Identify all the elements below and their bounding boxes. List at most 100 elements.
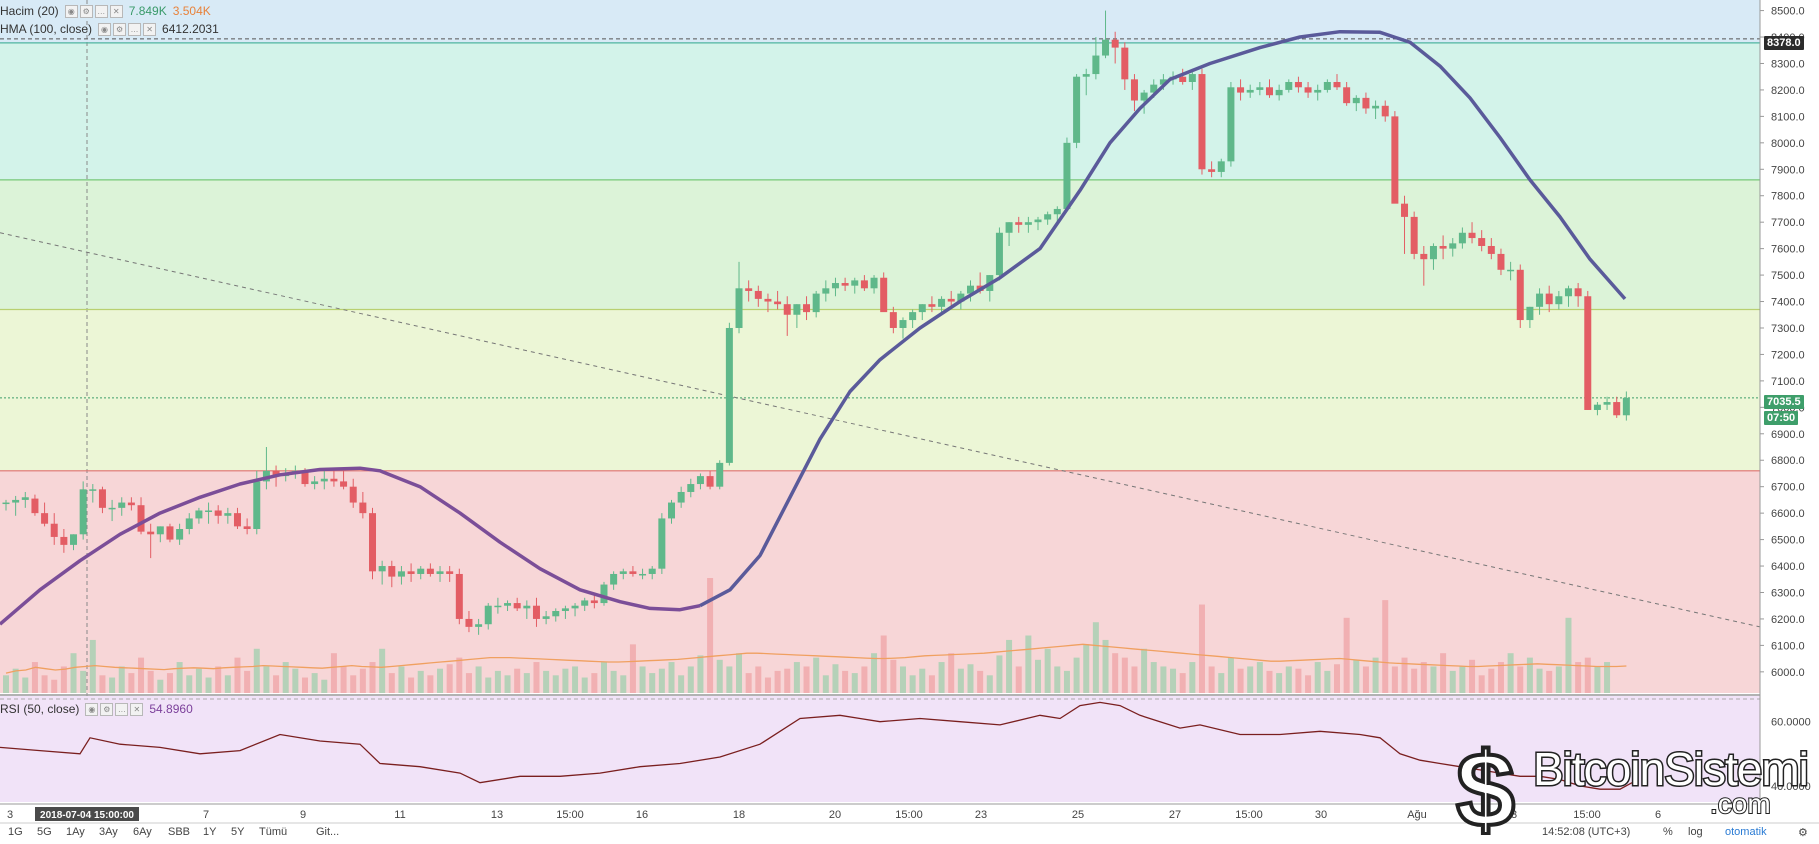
candle-body [995, 232, 1003, 276]
volume-bar [244, 670, 251, 693]
percent-toggle[interactable]: % [1663, 826, 1673, 838]
more-icon[interactable]: … [128, 22, 142, 36]
log-toggle[interactable]: log [1688, 826, 1703, 838]
eye-icon[interactable]: ◉ [98, 22, 112, 36]
volume-bar [3, 675, 9, 693]
volume-bar [1565, 617, 1572, 693]
range-1g[interactable]: 1G [8, 826, 23, 838]
volume-bar [832, 664, 839, 693]
volume-bar [195, 668, 202, 693]
price-tick-label: 6700.0 [1771, 482, 1805, 494]
candle-body [1478, 238, 1486, 246]
candle-body [870, 277, 878, 289]
volume-bar [1266, 670, 1273, 693]
range-3ay[interactable]: 3Ay [99, 826, 118, 838]
volume-bar [1189, 662, 1196, 693]
settings-gear-icon[interactable]: ⚙ [1798, 827, 1808, 839]
candle-body [137, 505, 145, 532]
candle-body [1468, 232, 1476, 239]
range-1ay[interactable]: 1Ay [66, 826, 85, 838]
rsi-legend[interactable]: RSI (50, close) ◉ ⚙ … ✕ 54.8960 [0, 700, 193, 718]
volume-bar [1459, 666, 1466, 693]
volume-bar [70, 653, 77, 693]
time-tick-label: 15:00 [1235, 809, 1263, 821]
candle-body [1381, 105, 1389, 117]
candle-body [1323, 81, 1331, 90]
volume-bar [350, 675, 357, 693]
volume-bar [678, 675, 685, 693]
volume-legend-controls[interactable]: ◉ ⚙ … ✕ [64, 4, 123, 18]
range-5g[interactable]: 5G [37, 826, 52, 838]
range-sbb[interactable]: SBB [168, 826, 191, 838]
candle-body [166, 526, 174, 540]
candle-body [1044, 214, 1052, 220]
watermark-tld-outline: .com [1709, 787, 1772, 820]
volume-bar [1285, 666, 1292, 693]
range-5y[interactable]: 5Y [231, 826, 245, 838]
candle-body [504, 603, 512, 606]
candle-body [1555, 296, 1563, 305]
goto-button[interactable]: Git... [316, 826, 340, 838]
volume-bar [80, 670, 87, 693]
more-icon[interactable]: … [115, 702, 129, 716]
candle-body [1256, 87, 1264, 90]
volume-bar [755, 666, 762, 693]
candle-body [590, 600, 598, 604]
eye-icon[interactable]: ◉ [64, 4, 78, 18]
candle-body [1574, 288, 1582, 297]
range-1y[interactable]: 1Y [203, 826, 217, 838]
price-tick-label: 7700.0 [1771, 217, 1805, 229]
volume-bar [157, 679, 164, 693]
volume-bar [1035, 659, 1042, 693]
volume-bar [1247, 666, 1254, 693]
candle-body [465, 618, 473, 627]
hma-line [699, 29, 1627, 608]
volume-bar [716, 659, 723, 693]
time-tick-label: 30 [1315, 809, 1327, 821]
candle-body [1053, 208, 1061, 215]
volume-bar [456, 657, 463, 693]
candle-body [745, 288, 753, 291]
candle-body [1372, 105, 1380, 109]
candle-body [224, 513, 232, 516]
volume-legend[interactable]: Hacim (20) ◉ ⚙ … ✕ 7.849K 3.504K [0, 2, 211, 20]
volume-bar [485, 677, 492, 693]
candle-body [243, 526, 251, 530]
range-6ay[interactable]: 6Ay [133, 826, 152, 838]
countdown-badge: 07:50 [1764, 411, 1799, 425]
volume-up-value: 7.849K [128, 4, 167, 18]
candle-body [407, 571, 415, 574]
volume-bar [1517, 666, 1524, 693]
candle-body [185, 518, 193, 530]
hma-legend-controls[interactable]: ◉ ⚙ … ✕ [98, 22, 157, 36]
range-all[interactable]: Tümü [259, 826, 288, 838]
candle-body [1343, 87, 1351, 104]
volume-bar [1256, 662, 1263, 693]
price-zone-4 [0, 470, 1760, 693]
time-tick-label: 11 [394, 809, 405, 821]
settings-icon[interactable]: ⚙ [100, 702, 114, 716]
close-icon[interactable]: ✕ [143, 22, 157, 36]
close-icon[interactable]: ✕ [109, 4, 123, 18]
candle-body [1391, 116, 1399, 204]
eye-icon[interactable]: ◉ [85, 702, 99, 716]
hma-legend[interactable]: HMA (100, close) ◉ ⚙ … ✕ 6412.2031 [0, 20, 219, 38]
candle-body [1449, 243, 1457, 249]
volume-bar [851, 673, 858, 693]
crosshair-time-badge [35, 807, 139, 821]
more-icon[interactable]: … [94, 4, 108, 18]
volume-bar [880, 635, 887, 693]
volume-bar [639, 666, 646, 693]
settings-icon[interactable]: ⚙ [79, 4, 93, 18]
rsi-legend-controls[interactable]: ◉ ⚙ … ✕ [85, 702, 144, 716]
close-icon[interactable]: ✕ [130, 702, 144, 716]
volume-bar [1170, 668, 1177, 693]
volume-bar [292, 668, 299, 693]
volume-bar [1594, 666, 1601, 693]
volume-bar [600, 662, 607, 693]
auto-toggle[interactable]: otomatik [1725, 826, 1767, 838]
settings-icon[interactable]: ⚙ [113, 22, 127, 36]
volume-bar [465, 673, 472, 693]
price-zone-3 [0, 309, 1760, 471]
